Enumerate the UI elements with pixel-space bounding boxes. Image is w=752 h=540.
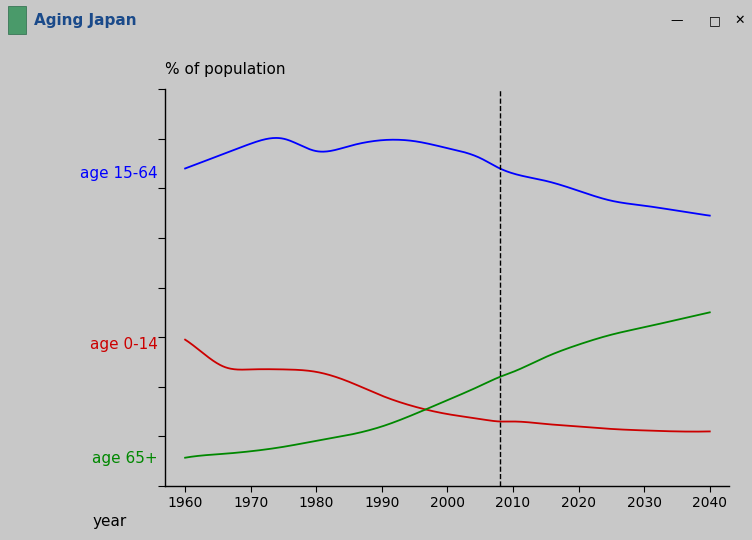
- Text: —: —: [671, 14, 683, 27]
- Text: □: □: [708, 14, 720, 27]
- Text: year: year: [92, 514, 126, 529]
- Text: Aging Japan: Aging Japan: [34, 13, 136, 28]
- Text: % of population: % of population: [165, 62, 286, 77]
- Text: ✕: ✕: [734, 14, 744, 27]
- Text: age 0-14: age 0-14: [90, 337, 158, 352]
- Text: age 65+: age 65+: [92, 451, 158, 466]
- Bar: [8, 6, 26, 35]
- Text: age 15-64: age 15-64: [80, 166, 158, 181]
